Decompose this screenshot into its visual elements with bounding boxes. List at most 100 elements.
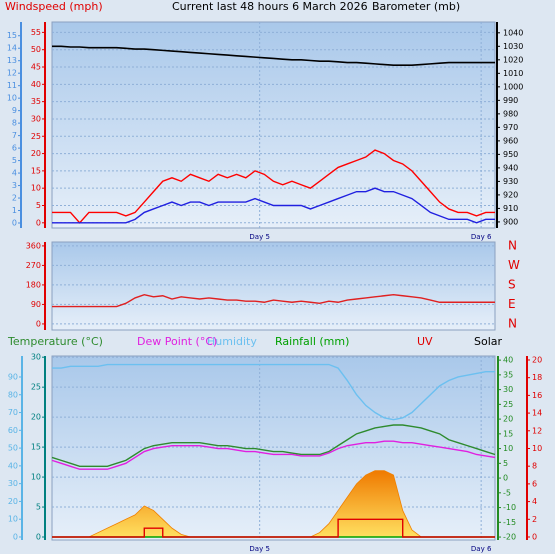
series-line <box>51 424 496 467</box>
y-tick-label: 25 <box>31 132 41 141</box>
y-tick-label: E <box>508 297 516 311</box>
y-tick-label: W <box>508 258 520 272</box>
series-line <box>52 518 495 538</box>
y-tick-label: 55 <box>31 28 41 37</box>
plot-area <box>51 241 496 331</box>
y-tick-label: 0 <box>36 218 41 227</box>
y-tick-label: 6 <box>532 479 537 488</box>
y-tick-label: -5 <box>503 488 511 497</box>
y-tick-label: 10 <box>31 473 41 482</box>
y-tick-label: 910 <box>503 204 518 213</box>
x-tick-label: Day 5 <box>249 233 270 241</box>
y-tick-label: 90 <box>31 300 41 309</box>
series-line <box>52 363 495 421</box>
y-tick-label: 5 <box>12 156 17 165</box>
y-tick-label: 1030 <box>503 42 523 51</box>
y-tick-label: 980 <box>503 109 518 118</box>
y-tick-label: N <box>508 316 517 330</box>
y-tick-label: 15 <box>503 429 513 438</box>
x-tick-label: Day 6 <box>471 545 492 553</box>
y-tick-label: 4 <box>532 497 537 506</box>
y-tick-label: S <box>508 277 516 291</box>
y-tick-label: 10 <box>7 94 17 103</box>
y-tick-label: 20 <box>8 497 18 506</box>
y-tick-label: 5 <box>36 503 41 512</box>
y-tick-label: 8 <box>12 119 17 128</box>
y-tick-label: 360 <box>26 241 41 250</box>
x-tick-label: Day 5 <box>249 545 270 553</box>
series-line <box>52 293 495 308</box>
y-tick-label: 10 <box>8 515 18 524</box>
legend-label: UV <box>417 335 433 348</box>
y-tick-label: 1 <box>12 206 17 215</box>
y-tick-label: 930 <box>503 177 518 186</box>
y-tick-label: 7 <box>12 131 17 140</box>
y-tick-label: -20 <box>503 533 516 542</box>
legend-label: Temperature (°C) <box>7 335 103 348</box>
y-tick-label: 970 <box>503 123 518 132</box>
y-tick-label: 1040 <box>503 28 523 37</box>
y-tick-label: 20 <box>532 355 542 364</box>
y-tick-label: 18 <box>532 373 542 382</box>
y-tick-label: 20 <box>31 149 41 158</box>
y-tick-label: 50 <box>31 45 41 54</box>
y-tick-label: 0 <box>503 474 508 483</box>
y-tick-label: 5 <box>503 459 508 468</box>
y-tick-label: 2 <box>532 515 537 524</box>
y-tick-label: 180 <box>26 280 41 289</box>
y-tick-label: 30 <box>8 479 18 488</box>
y-tick-label: 12 <box>532 426 542 435</box>
y-tick-label: N <box>508 238 517 252</box>
y-tick-label: 5 <box>36 201 41 210</box>
y-tick-label: 2 <box>12 194 17 203</box>
y-tick-label: 950 <box>503 150 518 159</box>
y-tick-label: 11 <box>7 81 17 90</box>
y-tick-label: 8 <box>532 462 537 471</box>
y-tick-label: 12 <box>7 69 17 78</box>
y-tick-label: 270 <box>26 261 41 270</box>
y-tick-label: 16 <box>532 391 542 400</box>
y-tick-label: 3 <box>12 181 17 190</box>
y-tick-label: 40 <box>31 80 41 89</box>
y-tick-label: 90 <box>8 372 18 381</box>
x-tick-label: Day 6 <box>471 233 492 241</box>
y2-axis-title: Barometer (mb) <box>372 0 460 13</box>
y-tick-label: -15 <box>503 518 516 527</box>
legend-label: Rainfall (mm) <box>275 335 349 348</box>
y-tick-label: 40 <box>503 356 513 365</box>
legend-label: Dew Point (°C) <box>137 335 217 348</box>
legend-label: Solar <box>474 335 503 348</box>
plot-area <box>51 21 496 229</box>
y-tick-label: 10 <box>503 444 513 453</box>
y-tick-label: 1000 <box>503 82 523 91</box>
y-tick-label: 35 <box>31 97 41 106</box>
y-tick-label: 14 <box>7 44 17 53</box>
y-tick-label: 45 <box>31 63 41 72</box>
y-axis-title: Windspeed (mph) <box>5 0 103 13</box>
y-tick-label: 940 <box>503 163 518 172</box>
y-tick-label: 30 <box>31 114 41 123</box>
y-tick-label: 4 <box>12 169 17 178</box>
y-tick-label: 990 <box>503 96 518 105</box>
y-tick-label: 50 <box>8 444 18 453</box>
y-tick-label: 0 <box>36 319 41 328</box>
y-tick-label: 1010 <box>503 69 523 78</box>
y-tick-label: 60 <box>8 426 18 435</box>
y-tick-label: 15 <box>31 443 41 452</box>
y-tick-label: 70 <box>8 408 18 417</box>
y-tick-label: 35 <box>503 370 513 379</box>
y-tick-label: 14 <box>532 409 542 418</box>
y-tick-label: -10 <box>503 503 516 512</box>
y-tick-label: 1020 <box>503 55 523 64</box>
y-tick-label: 0 <box>532 532 537 541</box>
plot-area <box>51 355 496 541</box>
y-tick-label: 0 <box>13 532 18 541</box>
y-tick-label: 40 <box>8 461 18 470</box>
y-tick-label: 0 <box>36 533 41 542</box>
y-tick-label: 20 <box>31 413 41 422</box>
y-tick-label: 13 <box>7 56 17 65</box>
y-tick-label: 920 <box>503 190 518 199</box>
y-tick-label: 80 <box>8 390 18 399</box>
y-tick-label: 9 <box>12 106 17 115</box>
